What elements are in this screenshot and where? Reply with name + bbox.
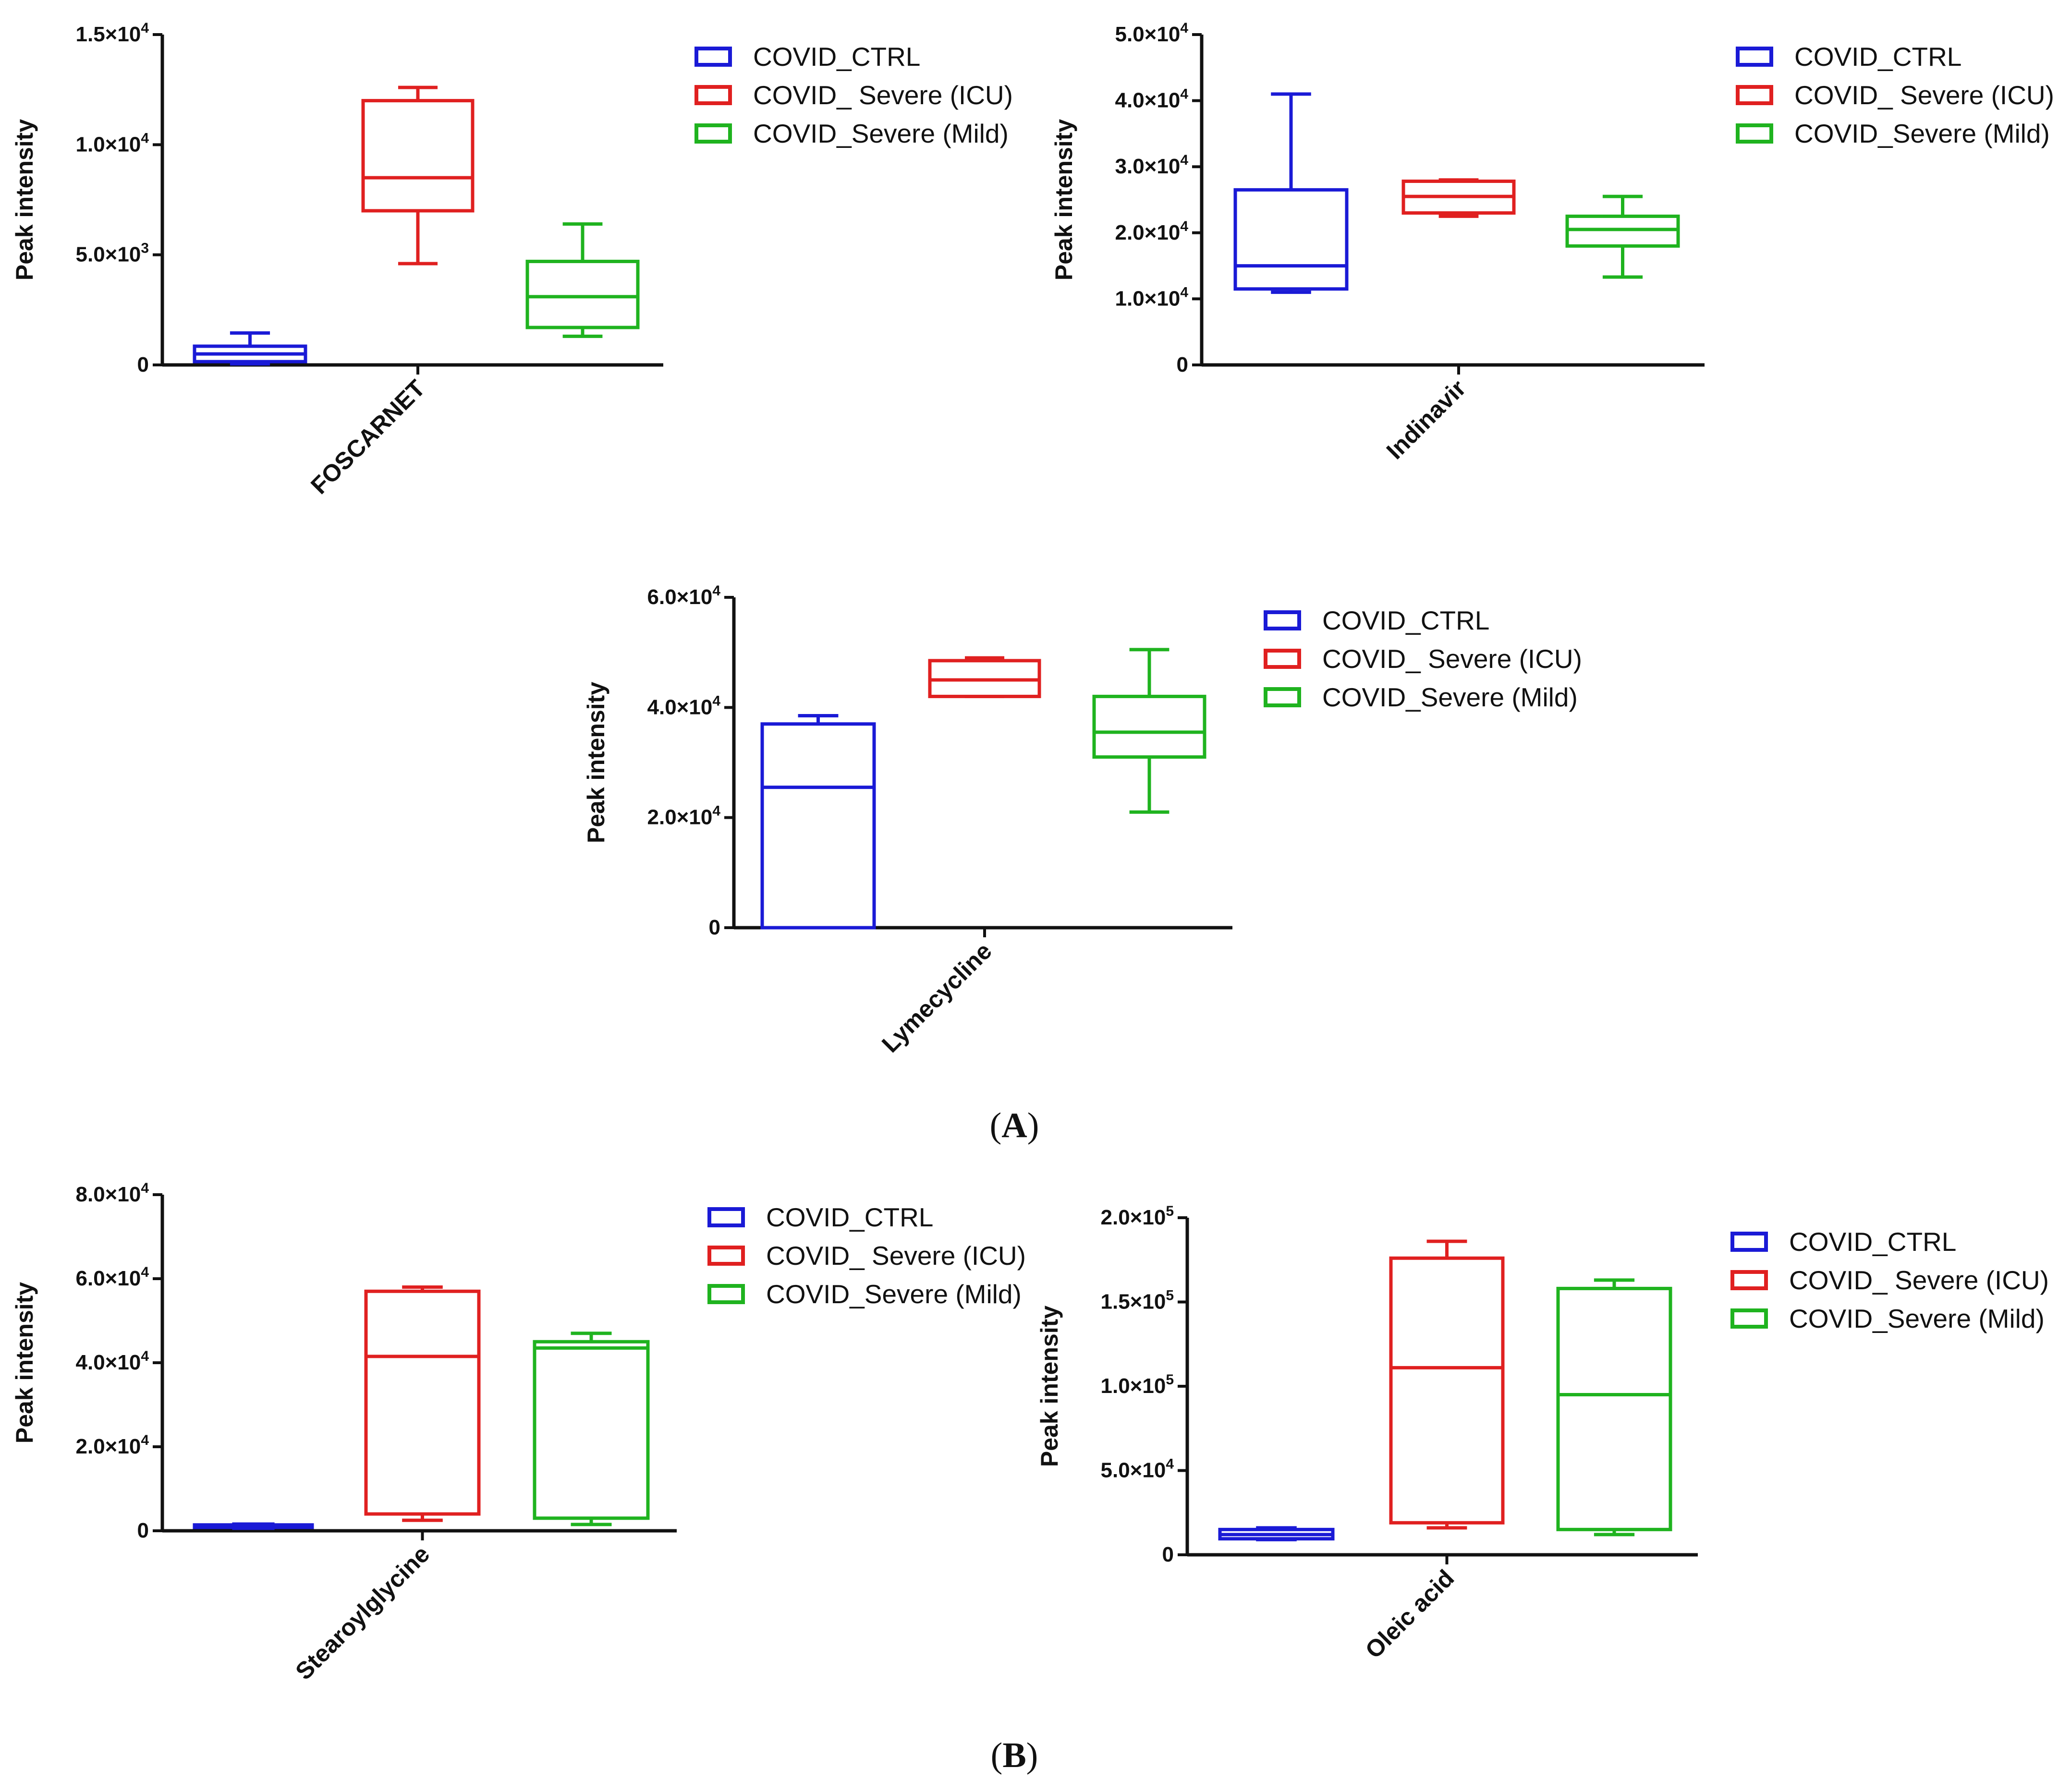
box-iqr [1389,1256,1505,1525]
y-tick-label: 4.0×104 [1115,86,1189,112]
legend-label: COVID_Severe (Mild) [1794,119,2050,148]
box-iqr [361,99,475,213]
y-tick-label: 1.5×104 [76,20,149,46]
legend-swatch [694,123,732,144]
y-tick-label: 4.0×104 [76,1348,149,1374]
box-0 [1233,92,1349,294]
y-tick-label: 0 [137,1519,149,1542]
box-0 [193,1522,314,1530]
legend-label: COVID_Severe (Mild) [766,1279,1022,1309]
y-tick-label: 3.0×104 [1115,152,1189,178]
box-1 [1401,178,1516,218]
legend-swatch [707,1246,745,1266]
legend-label: COVID_ Severe (ICU) [1322,644,1582,674]
y-axis-title: Peak intensity [1050,119,1077,280]
box-iqr [533,1340,650,1520]
legend-swatch [1730,1232,1768,1252]
legend: COVID_CTRL COVID_ Severe (ICU) COVID_Sever… [707,1202,1026,1309]
box-1 [364,1285,481,1522]
y-axis-title: Peak intensity [11,119,38,280]
legend: COVID_CTRL COVID_ Severe (ICU) COVID_Sever… [1730,1227,2049,1333]
box-iqr [525,259,640,329]
box-iqr [1233,188,1349,291]
y-tick-label: 0 [1177,353,1188,376]
y-tick-label: 5.0×103 [76,241,149,266]
y-axis-title: Peak intensity [11,1282,38,1443]
y-axis-title: Peak intensity [583,682,609,843]
legend-swatch [1736,47,1773,67]
y-tick-label: 1.0×104 [76,130,149,156]
y-tick-label: 6.0×104 [76,1264,149,1290]
box-0 [193,331,307,366]
y-tick-label: 5.0×104 [1101,1456,1174,1482]
box-1 [361,85,475,266]
legend-swatch [694,47,732,67]
legend-label: COVID_ Severe (ICU) [1794,80,2054,110]
y-tick-label: 2.0×104 [647,803,721,829]
box-0 [760,714,876,930]
legend-swatch [1730,1308,1768,1329]
y-tick-label: 2.0×104 [76,1432,149,1458]
legend-swatch [707,1207,745,1227]
box-2 [1556,1278,1672,1537]
y-axis-title: Peak intensity [1036,1306,1063,1467]
y-tick-label: 2.0×104 [1115,218,1189,244]
chart-stearoylglycine: 0 2.0×104 4.0×104 6.0×104 8.0×104 Peak intens… [11,1180,1026,1685]
legend-swatch [1730,1270,1768,1290]
legend-label: COVID_ Severe (ICU) [1789,1265,2049,1295]
y-tick-label: 0 [137,353,149,376]
legend-swatch [1736,123,1773,144]
legend-label: COVID_ Severe (ICU) [753,80,1013,110]
legend-swatch [707,1284,745,1304]
legend: COVID_CTRL COVID_ Severe (ICU) COVID_Sever… [1264,605,1582,712]
y-tick-label: 1.0×104 [1115,284,1189,310]
legend-swatch [1264,649,1301,669]
y-tick-label: 0 [709,916,720,939]
box-0 [1218,1526,1335,1541]
panel-label-a: (A) [990,1106,1039,1145]
box-iqr [1092,694,1206,759]
box-1 [928,656,1041,698]
y-tick-label: 0 [1162,1543,1174,1566]
y-tick-label: 6.0×104 [647,583,721,609]
legend-label: COVID_Severe (Mild) [1322,682,1578,712]
y-tick-label: 8.0×104 [76,1180,149,1206]
legend-label: COVID_CTRL [1794,42,1961,72]
legend-label: COVID_ Severe (ICU) [766,1241,1026,1271]
legend: COVID_CTRL COVID_ Severe (ICU) COVID_Sever… [694,42,1013,148]
box-2 [533,1332,650,1526]
box-2 [525,222,640,338]
box-1 [1389,1239,1505,1530]
panel-label-b: (B) [991,1736,1038,1775]
box-iqr [760,722,876,930]
y-tick-label: 5.0×104 [1115,20,1189,46]
y-tick-label: 1.0×105 [1101,1372,1174,1398]
box-iqr [364,1289,481,1516]
box-2 [1092,648,1206,814]
legend-swatch [694,85,732,105]
legend-swatch [1736,85,1773,105]
y-tick-label: 2.0×105 [1101,1203,1174,1229]
legend-label: COVID_Severe (Mild) [753,119,1009,148]
box-iqr [1556,1286,1672,1531]
legend: COVID_CTRL COVID_ Severe (ICU) COVID_Sever… [1736,42,2054,148]
legend-swatch [1264,610,1301,630]
box-2 [1565,194,1680,279]
legend-label: COVID_CTRL [753,42,920,72]
legend-label: COVID_CTRL [1789,1227,1956,1257]
y-tick-label: 1.5×105 [1101,1288,1174,1314]
legend-label: COVID_CTRL [1322,605,1489,635]
y-tick-label: 4.0×104 [647,693,721,719]
legend-label: COVID_Severe (Mild) [1789,1304,2045,1333]
legend-swatch [1264,687,1301,707]
legend-label: COVID_CTRL [766,1202,933,1232]
